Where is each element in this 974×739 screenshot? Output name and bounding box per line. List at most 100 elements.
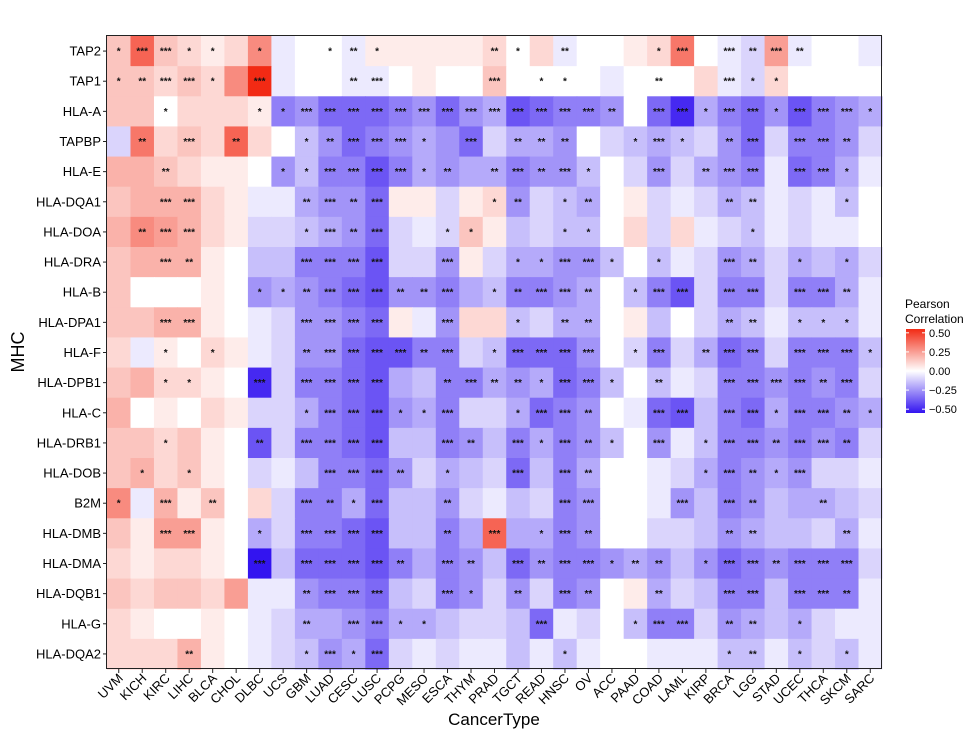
- heatmap-cell: [153, 548, 179, 580]
- significance-marker: ***: [653, 288, 665, 299]
- heatmap-cell: [553, 488, 578, 519]
- heatmap-cell: [153, 307, 179, 339]
- heatmap-cell: [811, 548, 836, 580]
- heatmap-cell: [694, 307, 719, 339]
- heatmap-cell: [271, 186, 296, 218]
- heatmap-cell: [647, 337, 672, 369]
- heatmap-cell: [388, 518, 413, 550]
- heatmap-cell: [670, 216, 695, 248]
- heatmap-cell: [435, 548, 460, 580]
- heatmap-cell: [764, 277, 789, 308]
- heatmap-cell: [200, 126, 226, 158]
- heatmap-cell: [200, 518, 226, 550]
- significance-marker: *: [540, 438, 544, 449]
- significance-marker: ***: [324, 529, 336, 540]
- significance-marker: ***: [442, 438, 454, 449]
- significance-marker: ***: [442, 258, 454, 269]
- significance-marker: *: [422, 167, 426, 178]
- significance-marker: ***: [371, 318, 383, 329]
- significance-marker: ***: [442, 408, 454, 419]
- significance-marker: **: [467, 438, 475, 449]
- heatmap-cell: [271, 247, 296, 278]
- heatmap-cell: [506, 307, 531, 339]
- heatmap-cell: [717, 96, 742, 128]
- significance-marker: ***: [794, 469, 806, 480]
- significance-marker: ***: [794, 167, 806, 178]
- significance-marker: ***: [677, 619, 689, 630]
- significance-marker: *: [281, 288, 285, 299]
- heatmap-cell: [341, 608, 366, 640]
- heatmap-cell: [694, 458, 719, 489]
- significance-marker: **: [256, 438, 264, 449]
- heatmap-cell: [835, 488, 860, 519]
- y-tick-label: TAP2: [69, 44, 101, 59]
- heatmap-cell: [835, 126, 860, 158]
- heatmap-cell: [224, 608, 249, 640]
- heatmap-cell: [388, 427, 413, 459]
- significance-marker: ***: [677, 47, 689, 58]
- legend-ticks: 0.50 0.25 0.00 −0.25 −0.50: [906, 328, 957, 416]
- heatmap-cell: [576, 367, 601, 399]
- significance-marker: ***: [254, 77, 266, 88]
- significance-marker: ***: [747, 137, 759, 148]
- heatmap-cell: [200, 488, 226, 519]
- heatmap-cell: [130, 66, 155, 97]
- significance-marker: *: [774, 469, 778, 480]
- significance-marker: ***: [254, 559, 266, 570]
- significance-marker: ***: [442, 288, 454, 299]
- significance-marker: **: [514, 589, 522, 600]
- heatmap-cell: [670, 66, 695, 97]
- significance-marker: **: [561, 47, 569, 58]
- significance-marker: *: [281, 107, 285, 118]
- significance-marker: ***: [512, 107, 524, 118]
- heatmap-cell: [107, 337, 132, 369]
- heatmap-cell: [294, 126, 319, 158]
- heatmap-cell: [741, 397, 766, 429]
- heatmap-cell: [576, 427, 601, 459]
- significance-marker: **: [585, 288, 593, 299]
- heatmap-cell: [247, 216, 272, 248]
- heatmap-cell: [647, 36, 672, 67]
- heatmap-cell: [294, 307, 319, 339]
- heatmap-cell: [247, 488, 272, 519]
- heatmap-cell: [623, 608, 648, 640]
- heatmap-cell: [107, 247, 132, 278]
- heatmap-cell: [130, 397, 155, 429]
- significance-marker: ***: [536, 408, 548, 419]
- heatmap-cell: [623, 36, 648, 67]
- heatmap-cell: [788, 458, 813, 489]
- heatmap-cell: [271, 488, 296, 519]
- heatmap-cell: [388, 277, 413, 308]
- heatmap-cell: [318, 367, 343, 399]
- significance-marker: ***: [371, 469, 383, 480]
- heatmap-cell: [412, 216, 437, 248]
- heatmap-cell: [717, 216, 742, 248]
- heatmap-cell: [647, 427, 672, 459]
- significance-marker: *: [469, 227, 473, 238]
- heatmap-cell: [835, 548, 860, 580]
- heatmap-cell: [271, 548, 296, 580]
- significance-marker: **: [397, 288, 405, 299]
- heatmap-cell: [835, 458, 860, 489]
- significance-markers: * *** *** * * * * ** * ** * ** * *** *** ** *** *** ** *** *…: [117, 47, 873, 661]
- heatmap-cell: [670, 488, 695, 519]
- heatmap-cell: [294, 548, 319, 580]
- heatmap-cell: [271, 427, 296, 459]
- heatmap-cell: [459, 427, 484, 459]
- heatmap-cell: [271, 397, 296, 429]
- y-axis-title: MHC: [8, 332, 28, 373]
- heatmap-cell: [341, 307, 366, 339]
- heatmap-cell: [811, 488, 836, 519]
- heatmap-cell: [271, 458, 296, 489]
- heatmap-cell: [506, 427, 531, 459]
- significance-marker: **: [444, 378, 452, 389]
- heatmap-cell: [130, 548, 155, 580]
- significance-marker: **: [655, 559, 663, 570]
- heatmap-cell: [459, 126, 484, 158]
- significance-marker: ***: [324, 348, 336, 359]
- heatmap-cell: [811, 36, 836, 67]
- heatmap-cell: [130, 638, 155, 670]
- heatmap-cell: [177, 397, 202, 429]
- significance-marker: **: [608, 107, 616, 118]
- significance-marker: **: [843, 288, 851, 299]
